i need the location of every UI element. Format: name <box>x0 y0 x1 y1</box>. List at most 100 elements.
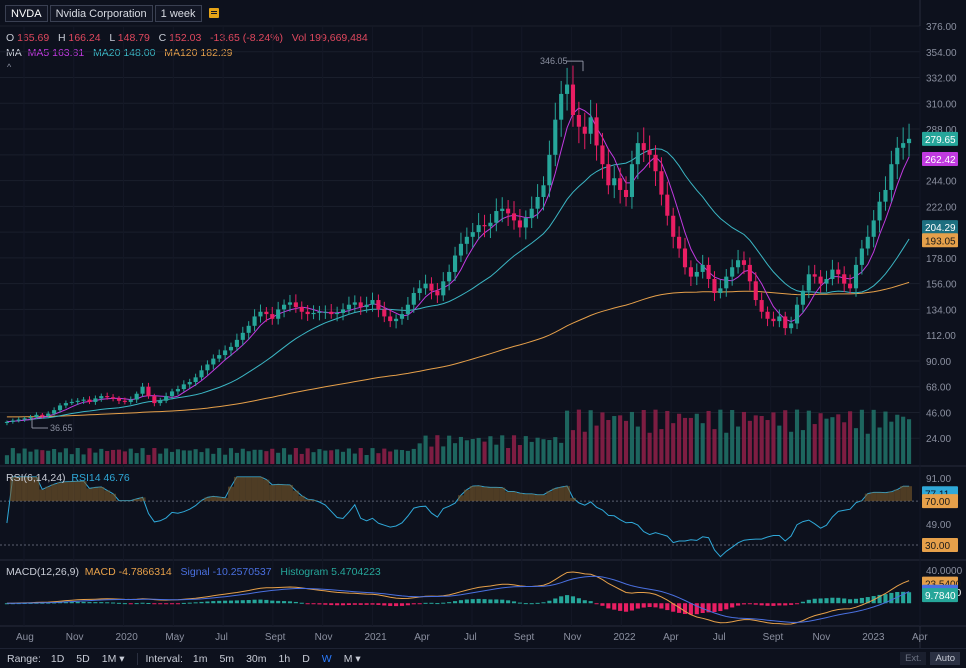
macd-histogram-bar <box>824 598 829 604</box>
volume-bar <box>252 449 257 464</box>
histogram-value: Histogram 5.4704223 <box>280 566 381 578</box>
candle-body <box>152 396 157 404</box>
macd-histogram-bar <box>482 599 487 604</box>
macd-histogram-bar <box>458 600 464 604</box>
rsi-overbought-fill <box>882 492 889 502</box>
collapse-icon[interactable]: ^ <box>7 62 12 72</box>
chart-grid <box>0 0 966 648</box>
macd-histogram-bar <box>677 603 682 613</box>
volume-bar <box>700 423 705 464</box>
interval-d[interactable]: D <box>302 652 310 665</box>
range-5d[interactable]: 5D <box>76 652 90 665</box>
volume-bar <box>889 421 894 464</box>
volume-bar <box>329 450 334 464</box>
price-tick-label: 90.00 <box>926 357 951 368</box>
interval-5m[interactable]: 5m <box>219 652 235 665</box>
volume-bar <box>865 433 870 464</box>
time-tick-label: Jul <box>464 632 477 643</box>
volume-bar <box>718 409 723 464</box>
volume-bar <box>853 428 859 464</box>
volume-bar <box>582 431 587 464</box>
volume-bar <box>765 420 770 464</box>
candle-body <box>800 290 805 305</box>
rsi-overbought-fill <box>216 497 223 502</box>
interval-1h[interactable]: 1h <box>278 652 291 665</box>
company-name[interactable]: Nvidia Corporation <box>49 4 153 22</box>
macd-histogram-bar <box>747 603 752 605</box>
macd-histogram-bar <box>46 602 51 604</box>
candle-body <box>783 316 788 329</box>
auto-button[interactable]: Auto <box>930 652 960 665</box>
info-icon[interactable] <box>208 8 219 18</box>
volume-bar <box>34 449 39 464</box>
candle-body <box>52 410 57 414</box>
macd-histogram-bar <box>830 597 835 604</box>
rsi-overbought-fill <box>469 486 476 502</box>
interval-selector[interactable]: 1 week <box>154 4 202 22</box>
candle-body <box>435 290 440 296</box>
symbol-selector[interactable]: NVDA <box>5 4 48 22</box>
candle-body <box>69 401 74 404</box>
price-chart[interactable]: 376.00354.00332.00310.00288.00266.00244.… <box>0 0 966 648</box>
candle-body <box>388 316 393 322</box>
candle-body <box>659 171 664 195</box>
price-tick-label: 332.00 <box>926 74 957 85</box>
interval-label: Interval: <box>145 652 183 665</box>
candle-body <box>623 189 629 197</box>
candle-body <box>282 304 287 310</box>
volume-bar <box>623 420 629 464</box>
candle-body <box>352 302 357 305</box>
range-1m[interactable]: 1M ▾ <box>101 652 125 665</box>
candle-body <box>394 318 399 322</box>
candle-body <box>582 126 587 134</box>
candle-body <box>205 364 210 371</box>
volume-bar <box>187 450 192 464</box>
rsi-overbought-fill <box>121 500 128 502</box>
macd-histogram-bar <box>559 596 564 604</box>
candle-body <box>10 420 15 422</box>
volume-bar <box>240 448 245 464</box>
macd-histogram-bar <box>694 603 699 615</box>
candle-body <box>506 208 511 214</box>
candle-body <box>641 143 646 151</box>
candle-body <box>111 397 116 399</box>
volume-bar <box>541 439 546 464</box>
rsi-overbought-fill <box>493 487 500 502</box>
macd-histogram-bar <box>352 603 357 605</box>
candle-body <box>688 267 693 277</box>
rsi-overbought-fill <box>21 476 28 502</box>
macd-histogram-bar <box>335 603 340 606</box>
volume-bar <box>335 449 340 464</box>
candle-body <box>618 178 623 190</box>
rsi-70-tag: 70.00 <box>925 497 950 508</box>
rsi-overbought-fill <box>62 481 69 502</box>
macd-histogram-bar <box>576 598 581 604</box>
volume-bar <box>612 416 617 464</box>
candle-body <box>441 281 446 296</box>
ext-button[interactable]: Ext. <box>900 652 927 665</box>
candle-body <box>399 314 405 319</box>
macd-histogram-bar <box>623 603 629 612</box>
volume-bar <box>140 448 145 464</box>
interval-m[interactable]: M ▾ <box>343 652 361 665</box>
interval-30m[interactable]: 30m <box>246 652 267 665</box>
rsi-overbought-fill <box>894 489 901 502</box>
interval-w[interactable]: W <box>321 652 332 665</box>
macd-histogram-bar <box>470 599 475 604</box>
interval-1m[interactable]: 1m <box>192 652 208 665</box>
macd-histogram-bar <box>600 603 605 606</box>
signal-value: Signal -10.2570537 <box>180 566 272 578</box>
candle-body <box>700 264 705 272</box>
ohlc-open-label: O <box>6 32 15 44</box>
candle-body <box>730 267 735 277</box>
candle-body <box>452 255 458 272</box>
candle-body <box>22 418 27 420</box>
volume-bar <box>364 455 369 464</box>
macd-histogram-bar <box>223 600 228 604</box>
macd-histogram-bar <box>311 603 316 605</box>
volume-bar <box>836 414 841 464</box>
range-1d[interactable]: 1D <box>50 652 65 665</box>
candle-body <box>818 276 823 284</box>
histogram-tag-bg <box>922 588 958 603</box>
macd-histogram-bar <box>329 603 334 606</box>
